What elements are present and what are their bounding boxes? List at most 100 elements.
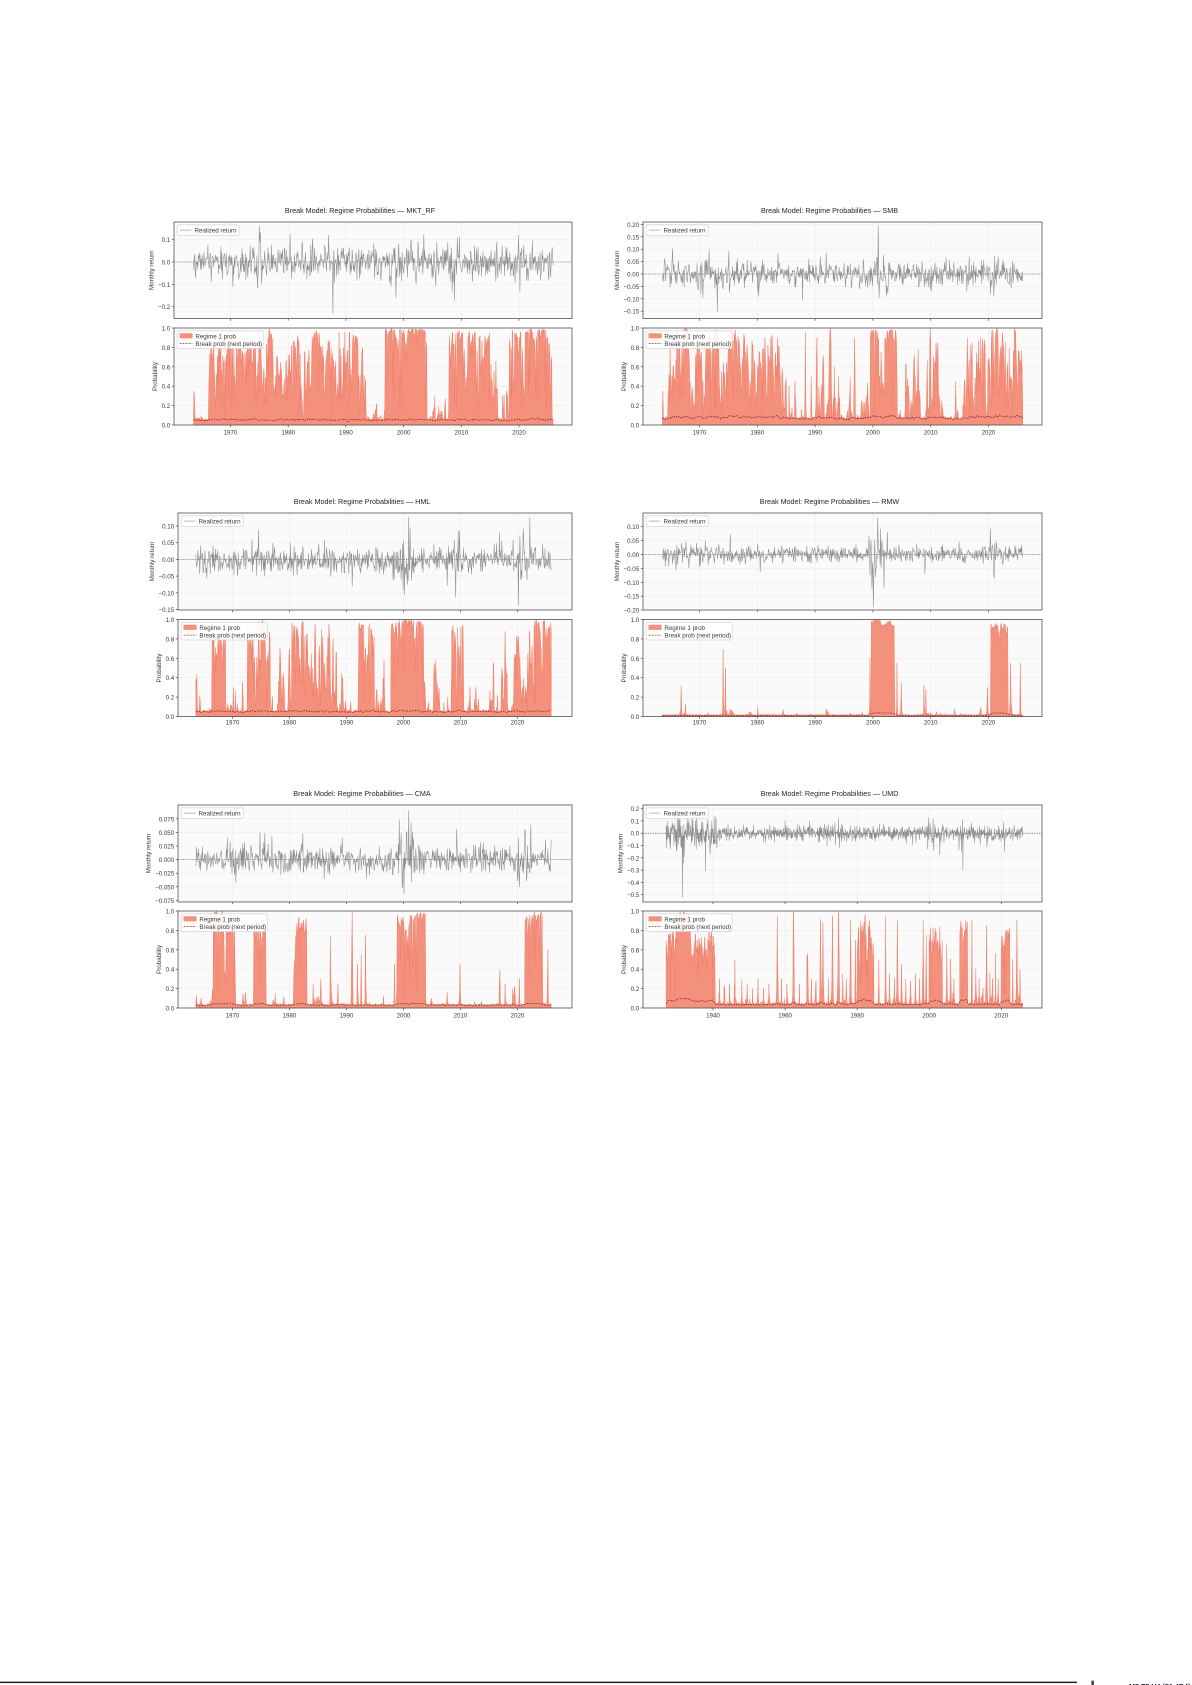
svg-text:1970: 1970	[226, 1012, 240, 1019]
svg-text:2010: 2010	[454, 429, 468, 436]
svg-text:−0.5: −0.5	[627, 892, 640, 899]
svg-text:Monthly return: Monthly return	[614, 250, 621, 290]
svg-text:0.00: 0.00	[627, 272, 640, 279]
svg-text:1960: 1960	[778, 1012, 792, 1019]
svg-text:−0.15: −0.15	[624, 309, 640, 316]
svg-text:1990: 1990	[339, 429, 353, 436]
svg-text:0.2: 0.2	[631, 403, 640, 410]
svg-text:1940: 1940	[706, 1012, 720, 1019]
svg-text:1970: 1970	[224, 429, 238, 436]
svg-text:1980: 1980	[750, 429, 764, 436]
svg-text:0.6: 0.6	[166, 656, 175, 663]
svg-text:2010: 2010	[454, 719, 468, 726]
svg-text:2000: 2000	[397, 429, 411, 436]
svg-text:0.8: 0.8	[631, 345, 640, 352]
svg-text:Break prob (next period): Break prob (next period)	[199, 632, 266, 639]
svg-text:−0.05: −0.05	[624, 566, 640, 573]
svg-text:−0.1: −0.1	[158, 282, 171, 289]
svg-text:Realized return: Realized return	[664, 810, 707, 817]
svg-text:1.0: 1.0	[631, 326, 640, 333]
svg-text:1980: 1980	[750, 719, 764, 726]
svg-text:−0.05: −0.05	[624, 284, 640, 291]
svg-text:0.0: 0.0	[631, 1006, 640, 1013]
svg-text:0.6: 0.6	[162, 364, 171, 371]
svg-text:0.6: 0.6	[631, 947, 640, 954]
svg-text:2000: 2000	[866, 719, 880, 726]
svg-text:0.05: 0.05	[627, 538, 640, 545]
svg-text:Break prob (next period): Break prob (next period)	[195, 341, 262, 348]
svg-text:0.2: 0.2	[166, 986, 175, 993]
svg-text:Monthly return: Monthly return	[618, 833, 625, 873]
svg-text:−0.075: −0.075	[155, 898, 175, 905]
svg-text:0.0: 0.0	[631, 714, 640, 721]
svg-text:Realized return: Realized return	[664, 227, 707, 234]
svg-text:Break Model: Regime Probabilit: Break Model: Regime Probabilities — UMD	[761, 789, 899, 798]
svg-text:1980: 1980	[283, 719, 297, 726]
svg-text:0.05: 0.05	[162, 540, 175, 547]
svg-text:0.6: 0.6	[166, 947, 175, 954]
svg-text:−0.10: −0.10	[624, 580, 640, 587]
svg-text:1.0: 1.0	[162, 326, 171, 333]
svg-text:0.000: 0.000	[159, 857, 175, 864]
svg-text:Break prob (next period): Break prob (next period)	[664, 924, 731, 931]
svg-text:−0.4: −0.4	[627, 880, 640, 887]
svg-text:2010: 2010	[924, 719, 938, 726]
svg-text:0.20: 0.20	[627, 222, 640, 229]
svg-text:0.4: 0.4	[631, 384, 640, 391]
svg-text:0.00: 0.00	[627, 552, 640, 559]
svg-text:2000: 2000	[397, 1012, 411, 1019]
svg-text:Probability: Probability	[152, 361, 159, 391]
svg-text:Break Model: Regime Probabilit: Break Model: Regime Probabilities — RMW	[760, 497, 900, 506]
svg-text:1.0: 1.0	[631, 617, 640, 624]
svg-text:Monthly return: Monthly return	[149, 250, 156, 290]
svg-text:0.8: 0.8	[162, 345, 171, 352]
svg-text:Probability: Probability	[621, 653, 628, 683]
svg-text:0.6: 0.6	[631, 364, 640, 371]
svg-text:Probability: Probability	[156, 944, 163, 974]
svg-text:0.0: 0.0	[631, 831, 640, 838]
svg-text:−0.2: −0.2	[158, 304, 171, 311]
svg-text:−0.025: −0.025	[155, 871, 175, 878]
svg-text:0.0: 0.0	[162, 423, 171, 430]
svg-text:0.2: 0.2	[631, 986, 640, 993]
svg-text:Break Model: Regime Probabilit: Break Model: Regime Probabilities — SMB	[761, 206, 898, 215]
svg-text:0.10: 0.10	[627, 524, 640, 531]
svg-text:2020: 2020	[982, 429, 996, 436]
svg-text:1.0: 1.0	[166, 909, 175, 916]
svg-text:2000: 2000	[922, 1012, 936, 1019]
svg-text:Regime 1 prob: Regime 1 prob	[664, 916, 705, 923]
svg-text:2010: 2010	[454, 1012, 468, 1019]
svg-text:0.0: 0.0	[166, 714, 175, 721]
svg-text:0.1: 0.1	[631, 818, 640, 825]
svg-text:Break prob (next period): Break prob (next period)	[664, 341, 731, 348]
svg-text:1970: 1970	[693, 719, 707, 726]
svg-text:0.4: 0.4	[162, 384, 171, 391]
svg-text:2020: 2020	[512, 429, 526, 436]
svg-text:Break prob (next period): Break prob (next period)	[664, 632, 731, 639]
svg-text:0.8: 0.8	[166, 636, 175, 643]
svg-text:0.2: 0.2	[631, 806, 640, 813]
svg-text:1990: 1990	[340, 719, 354, 726]
svg-text:1980: 1980	[283, 1012, 297, 1019]
svg-text:Regime 1 prob: Regime 1 prob	[199, 625, 240, 632]
svg-text:−0.1: −0.1	[627, 843, 640, 850]
svg-text:1990: 1990	[808, 429, 822, 436]
svg-text:0.00: 0.00	[162, 557, 175, 564]
svg-text:1970: 1970	[693, 429, 707, 436]
svg-text:1.0: 1.0	[166, 617, 175, 624]
svg-text:Realized return: Realized return	[199, 518, 242, 525]
svg-text:0.15: 0.15	[627, 234, 640, 241]
svg-text:Break Model: Regime Probabilit: Break Model: Regime Probabilities — HML	[294, 497, 431, 506]
svg-text:0.4: 0.4	[631, 967, 640, 974]
svg-text:0.1: 0.1	[162, 237, 171, 244]
svg-text:Probability: Probability	[156, 653, 163, 683]
svg-text:−0.15: −0.15	[624, 594, 640, 601]
svg-text:0.0: 0.0	[162, 260, 171, 267]
svg-text:Monthly return: Monthly return	[149, 541, 156, 581]
svg-text:0.0: 0.0	[631, 423, 640, 430]
svg-text:2010: 2010	[924, 429, 938, 436]
svg-text:0.0: 0.0	[166, 1006, 175, 1013]
svg-text:0.10: 0.10	[627, 247, 640, 254]
svg-text:2020: 2020	[982, 719, 996, 726]
svg-text:2000: 2000	[397, 719, 411, 726]
